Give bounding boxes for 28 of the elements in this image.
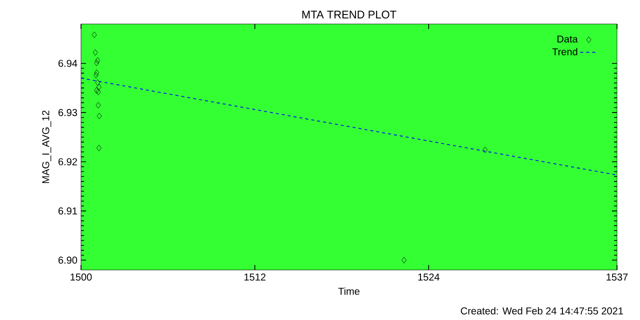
y-axis-title: MAG_I_AVG_12 [42,110,52,184]
y-tick-label: 6.94 [58,60,78,67]
point [94,72,99,78]
legend-label: Data [558,36,578,43]
point [96,84,102,90]
y-tick-label: 6.90 [58,256,78,264]
text: Created: Wed Feb 24 14:47:55 2021 [460,307,623,314]
x-tick-label: 1512 [244,274,266,281]
point [94,60,100,66]
y-tick-label: 6.93 [58,109,78,116]
point [96,144,102,152]
point [95,79,100,86]
point [402,256,406,264]
y-tick-label: 6.92 [58,158,77,166]
legend-label: Trend [552,48,578,56]
point [92,49,98,56]
point [482,146,488,154]
point [94,70,100,76]
x-axis-title: Time [338,287,360,295]
point [92,32,97,38]
point [95,57,100,64]
x-tick-label: 1524 [418,274,440,281]
chart-title: MTA TREND PLOT [302,10,396,18]
y-tick-label: 6.91 [58,207,77,214]
x-tick-label: 1537 [606,274,628,281]
x-tick-label: 1500 [70,274,92,281]
point [96,112,102,120]
point [96,102,101,108]
